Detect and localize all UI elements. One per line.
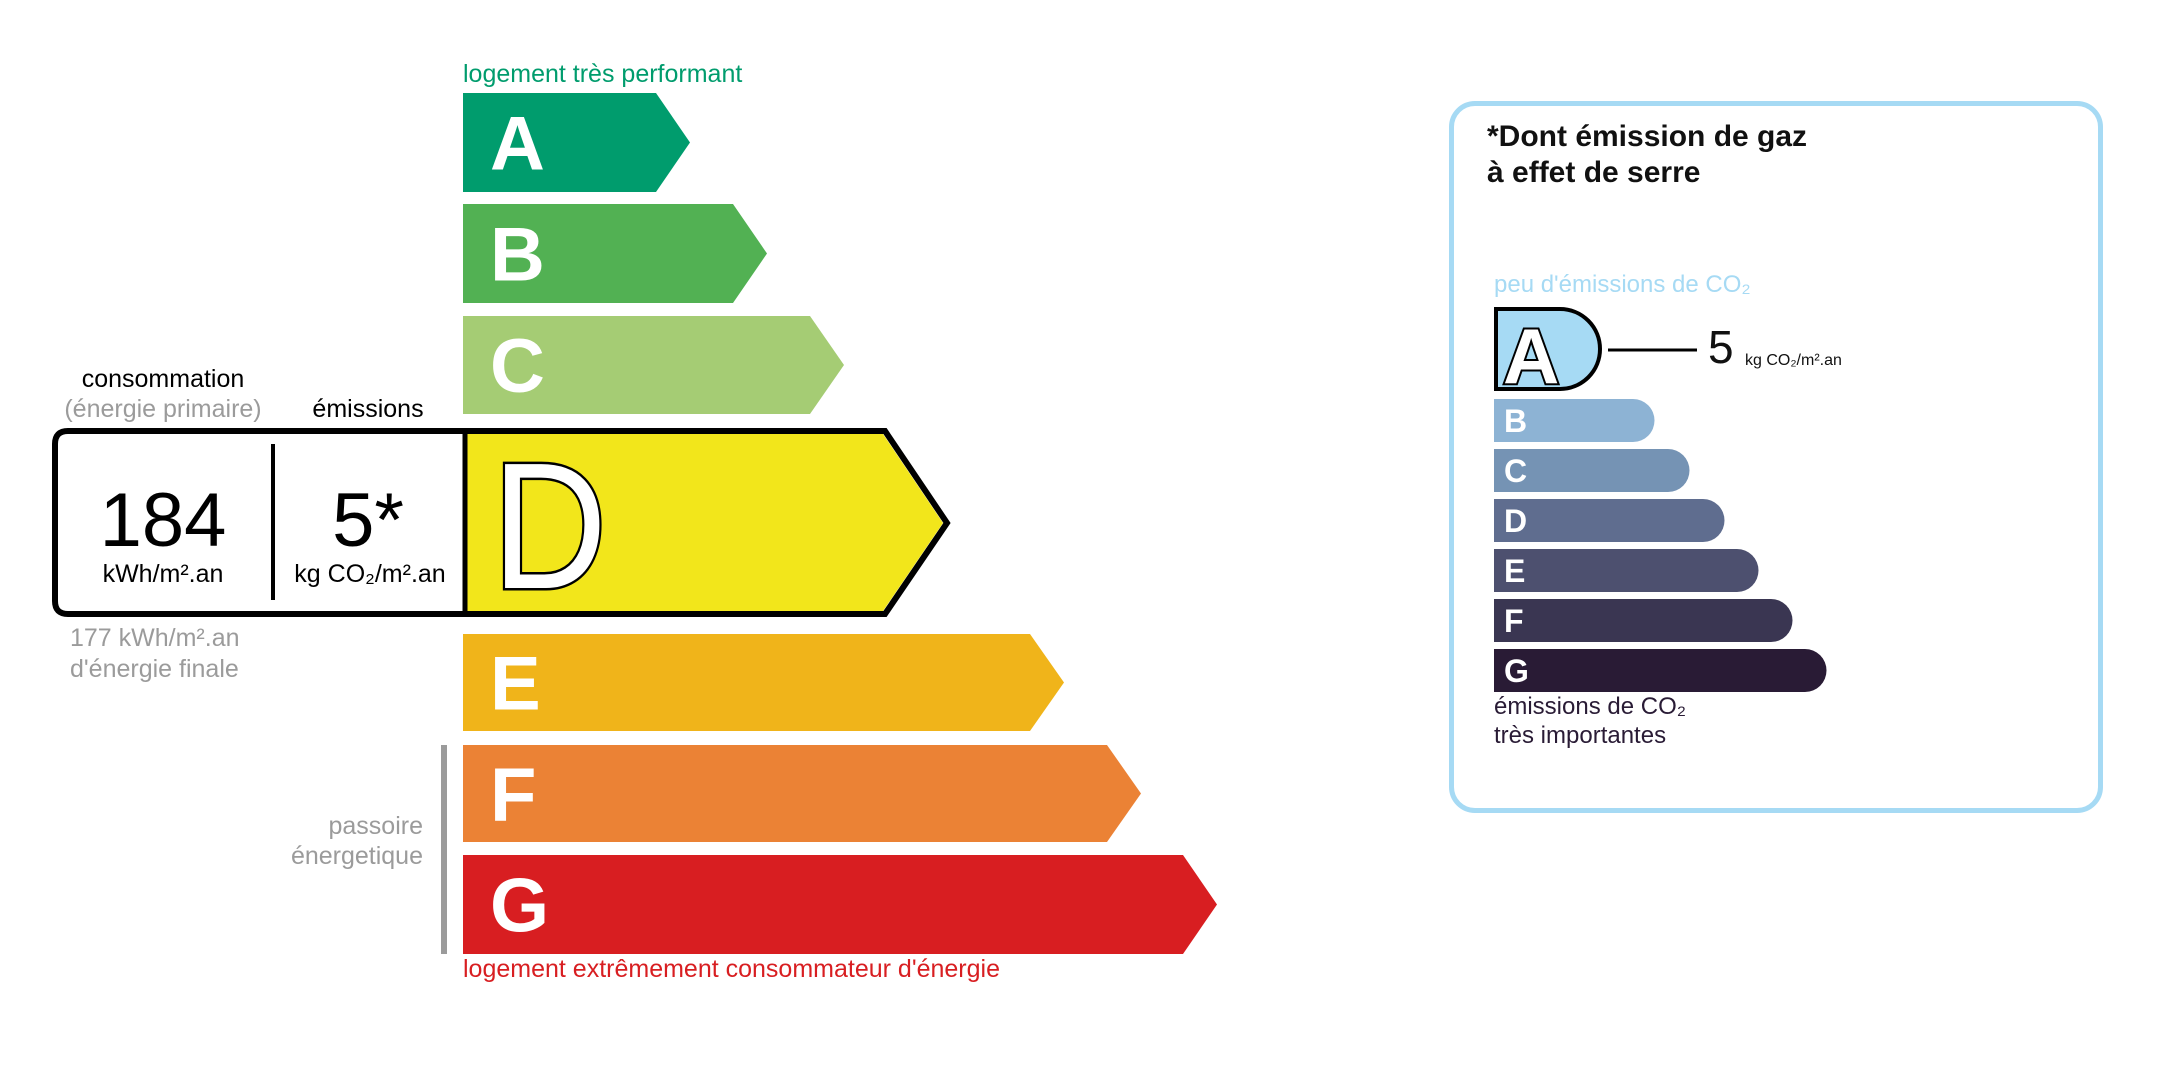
ges-panel (1449, 101, 2103, 813)
energy-bar-a (463, 93, 690, 192)
ges-value: 5 (1708, 321, 1734, 373)
ges-bar-a (1494, 307, 1602, 391)
emissions-value: 5* (332, 478, 404, 563)
ges-bar-g (1494, 649, 1827, 692)
emissions-unit: kg CO₂/m².an (294, 560, 446, 588)
ges-title-2: à effet de serre (1487, 156, 1701, 189)
ges-top-label: peu d'émissions de CO₂ (1494, 271, 1751, 298)
ges-letter-g: G (1504, 653, 1529, 689)
ges-unit: kg CO₂/m².an (1745, 352, 1842, 369)
energy-letter-e: E (490, 642, 541, 727)
ges-letter-b: B (1504, 403, 1527, 439)
ges-letter-c: C (1504, 453, 1527, 489)
emissions-heading: émissions (312, 395, 424, 423)
consumption-subheading: (énergie primaire) (64, 395, 262, 423)
energy-letter-a: A (490, 102, 545, 187)
ges-bar-c (1494, 449, 1690, 492)
passoire-label-2: énergetique (290, 842, 423, 870)
energy-letter-d: D (492, 426, 607, 627)
energy-bar-b (463, 204, 767, 303)
passoire-bracket (441, 745, 447, 954)
ges-bar-f (1494, 599, 1793, 642)
energy-bar-d (466, 434, 943, 611)
ges-title-1: *Dont émission de gaz (1487, 120, 1808, 153)
ges-bar-e (1494, 549, 1759, 592)
ges-letter-d: D (1504, 503, 1527, 539)
passoire-label-1: passoire (328, 812, 424, 840)
energy-bottom-label: logement extrêmement consommateur d'éner… (463, 955, 1000, 983)
energy-letter-c: C (490, 324, 545, 409)
final-energy-value: 177 kWh/m².an (70, 624, 240, 652)
ges-bottom-label-2: très importantes (1494, 722, 1667, 749)
energy-letter-g: G (490, 864, 549, 949)
ges-bar-d (1494, 499, 1725, 542)
ges-letter-f: F (1504, 603, 1524, 639)
energy-letter-b: B (490, 213, 545, 298)
energy-bar-g (463, 855, 1217, 954)
final-energy-label: d'énergie finale (70, 655, 239, 683)
consumption-heading: consommation (81, 365, 245, 393)
consumption-unit: kWh/m².an (102, 560, 224, 588)
energy-bar-f (463, 745, 1141, 842)
energy-letter-f: F (490, 753, 536, 838)
ges-letter-a: A (1503, 312, 1559, 400)
energy-top-label: logement très performant (463, 60, 743, 88)
energy-bar-e (463, 634, 1064, 731)
ges-bottom-label-1: émissions de CO₂ (1494, 693, 1687, 720)
energy-bar-c (463, 316, 844, 414)
ges-bar-b (1494, 399, 1655, 442)
consumption-value: 184 (99, 478, 227, 563)
ges-letter-e: E (1504, 553, 1525, 589)
